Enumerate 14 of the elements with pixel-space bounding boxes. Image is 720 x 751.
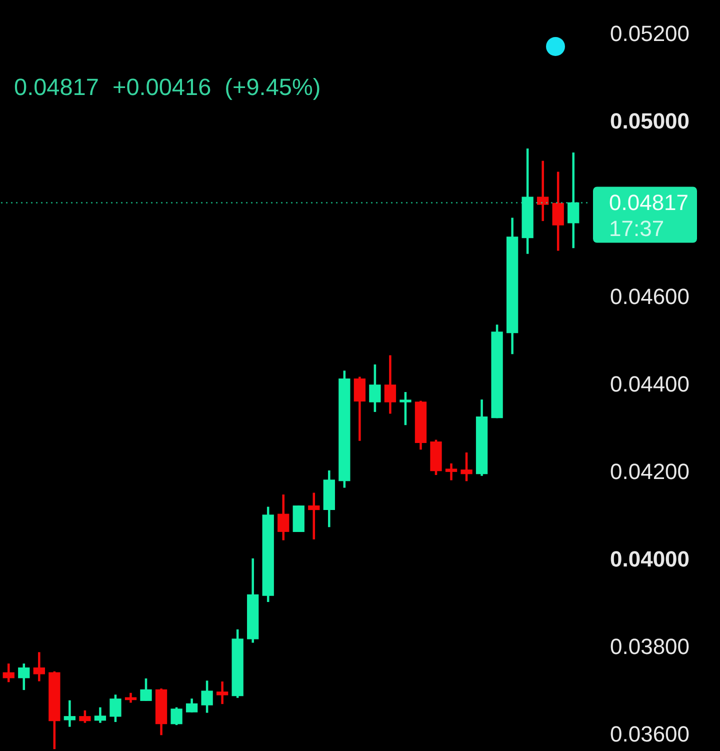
text: 17:37 <box>609 216 664 241</box>
candlestick <box>64 700 76 727</box>
candlestick <box>537 160 549 222</box>
y-tick-label: 0.03800 <box>610 634 690 660</box>
y-tick-label: 0.04000 <box>610 546 690 572</box>
y-tick-label: 0.04600 <box>610 284 690 309</box>
y-tick-label: 0.05200 <box>610 21 690 46</box>
y-tick-label: 0.03600 <box>610 722 690 747</box>
text: 0.04817 +0.00416 (+9.45%) <box>14 73 321 101</box>
ref-line-label: 0.04817 <box>609 190 689 215</box>
y-tick-label: 0.04200 <box>610 458 690 484</box>
candlestick <box>216 681 228 704</box>
y-tick-label: 0.04400 <box>610 371 690 396</box>
y-tick-label: 0.05000 <box>610 108 690 134</box>
